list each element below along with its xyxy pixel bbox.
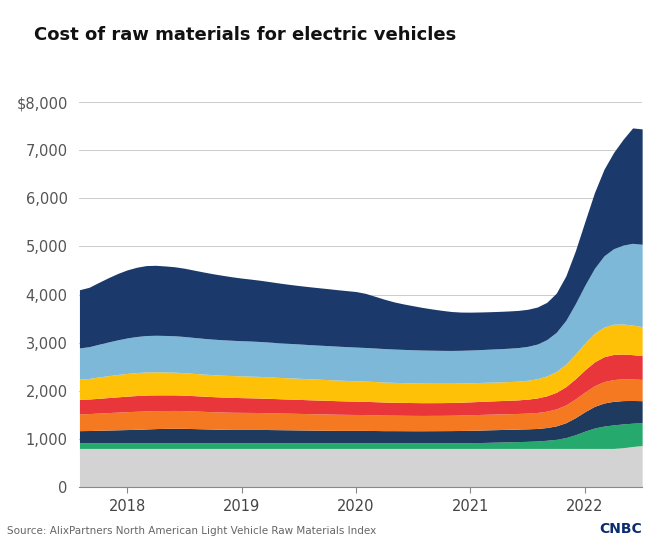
Text: CNBC: CNBC [599,522,642,536]
Text: Source: AlixPartners North American Light Vehicle Raw Materials Index: Source: AlixPartners North American Ligh… [7,526,376,536]
Text: Cost of raw materials for electric vehicles: Cost of raw materials for electric vehic… [34,26,457,44]
